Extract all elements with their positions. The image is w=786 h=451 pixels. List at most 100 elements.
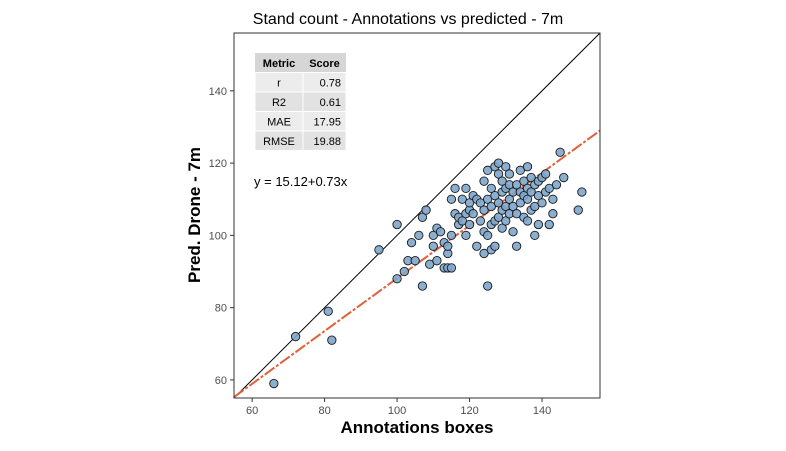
x-axis-title: Annotations boxes [340, 418, 493, 437]
data-point [504, 194, 515, 204]
y-tick-label: 60 [215, 375, 227, 387]
data-point [519, 176, 529, 186]
data-point [290, 331, 301, 342]
data-point [559, 172, 569, 183]
data-point [493, 169, 504, 179]
data-point [526, 187, 536, 197]
data-point [526, 172, 536, 183]
data-point [577, 187, 587, 197]
data-point [410, 256, 420, 266]
data-point [512, 241, 522, 251]
data-point [457, 216, 467, 226]
data-point [443, 241, 453, 251]
data-point [446, 194, 457, 204]
plot-frame [233, 32, 601, 399]
table-header-cell: Score [309, 58, 340, 70]
data-point [512, 209, 522, 219]
table-cell-bg [302, 130, 347, 151]
data-point [533, 219, 544, 230]
data-point [493, 198, 504, 208]
data-point [417, 212, 428, 222]
data-point [483, 165, 493, 175]
data-point [490, 241, 500, 251]
table-header-cell: Metric [263, 58, 295, 70]
x-tick-label: 60 [246, 405, 258, 417]
data-point [522, 216, 533, 226]
data-point [479, 248, 489, 259]
data-point [544, 183, 554, 194]
data-point [573, 205, 583, 215]
data-point [555, 147, 565, 157]
data-point [432, 256, 442, 266]
data-point [486, 183, 496, 194]
data-point [504, 169, 515, 179]
x-tick-label: 80 [318, 405, 330, 417]
table-metric-value: 19.88 [313, 136, 341, 148]
data-point [327, 335, 337, 345]
y-tick-label: 140 [209, 86, 227, 98]
x-tick-label: 120 [460, 405, 478, 417]
y-tick-label: 80 [215, 303, 227, 315]
data-point [483, 230, 493, 241]
plot-area [234, 33, 600, 398]
data-point [533, 190, 544, 201]
data-point [483, 194, 493, 204]
data-point [530, 230, 540, 241]
x-tick-label: 100 [388, 405, 406, 417]
y-tick-label: 120 [209, 158, 227, 170]
x-tick-label: 140 [533, 405, 551, 417]
metrics-table: Metric Score r 0.78 R2 0.61 MAE 17.95 RMSE 19.88 [254, 53, 347, 151]
data-point [490, 190, 500, 201]
data-point [537, 198, 547, 208]
data-point [508, 227, 518, 237]
data-point [501, 216, 511, 226]
data-point [464, 219, 475, 230]
data-point [406, 237, 417, 248]
data-point [540, 169, 551, 179]
chart-title: Stand count - Annotations vs predicted -… [253, 11, 563, 28]
data-point [493, 158, 504, 168]
data-point [472, 241, 482, 251]
data-point [522, 194, 533, 204]
plot-layers [234, 33, 600, 398]
data-point [435, 227, 446, 237]
data-point [497, 223, 507, 233]
y-tick-label: 100 [209, 230, 227, 242]
table-metric-name: R2 [272, 97, 286, 109]
data-point [464, 198, 475, 208]
x-axis: 60 80 100 120 140 [246, 398, 551, 417]
data-point [544, 219, 554, 230]
y-axis-title: Pred. Drone - 7m [185, 147, 204, 283]
data-point [323, 306, 333, 316]
data-point [450, 183, 460, 194]
fit-equation: y = 15.12+0.73x [254, 174, 348, 189]
data-point [548, 209, 558, 219]
data-point [392, 219, 402, 230]
data-point [515, 198, 525, 208]
table-metric-value: 17.95 [313, 117, 341, 129]
data-point [530, 201, 540, 212]
data-point [428, 230, 438, 241]
data-point [446, 263, 457, 273]
data-point [392, 274, 402, 284]
data-point [468, 209, 478, 219]
table-metric-name: MAE [267, 117, 291, 129]
table-metric-value: 0.61 [320, 97, 341, 109]
data-point [515, 165, 525, 175]
data-point [461, 230, 471, 241]
data-point [475, 198, 486, 208]
data-point [269, 378, 279, 389]
data-point [421, 205, 431, 215]
data-point [446, 230, 457, 241]
data-point [414, 230, 424, 241]
data-point [399, 266, 409, 277]
data-point [461, 183, 471, 194]
data-point [428, 241, 438, 251]
data-point [457, 194, 467, 204]
table-header-bg [255, 53, 346, 73]
data-point [497, 176, 507, 186]
data-point [425, 259, 435, 269]
data-point [501, 162, 511, 172]
table-metric-name: r [277, 78, 281, 90]
